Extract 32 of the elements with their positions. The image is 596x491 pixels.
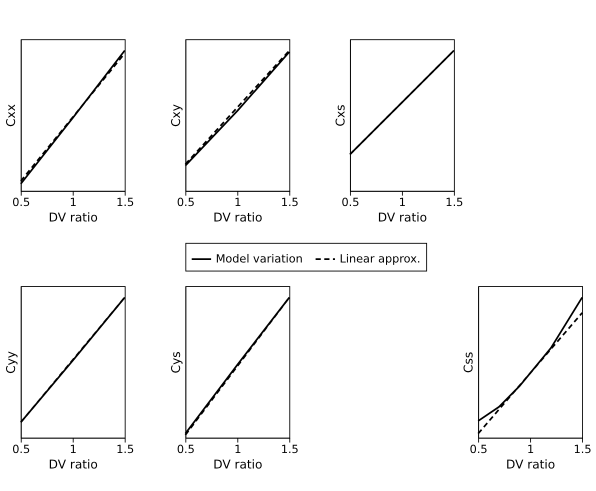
x-tick-label: 1.5 — [116, 442, 134, 456]
x-tick-label: 1 — [70, 196, 77, 210]
x-axis-title: DV ratio — [213, 210, 262, 225]
x-axis-title: DV ratio — [48, 458, 98, 472]
x-tick-label: 1.5 — [280, 196, 299, 210]
x-tick-label: 0.5 — [176, 442, 195, 456]
x-tick-label: 0.5 — [12, 442, 30, 456]
legend-label: Linear approx. — [340, 252, 420, 266]
x-tick-label: 1.5 — [280, 442, 299, 456]
y-axis-title: Cys — [168, 351, 183, 374]
x-tick-label: 1 — [70, 442, 77, 456]
x-tick-label: 0.5 — [12, 196, 30, 210]
x-tick-label: 1.5 — [116, 196, 134, 210]
x-tick-label: 0.5 — [470, 442, 488, 456]
x-axis-title: DV ratio — [213, 458, 262, 472]
x-tick-label: 1 — [234, 442, 242, 456]
y-axis-title: Cxy — [168, 104, 183, 127]
legend-label: Model variation — [216, 252, 303, 266]
x-tick-label: 1.5 — [574, 442, 592, 456]
x-tick-label: 0.5 — [341, 196, 360, 210]
y-axis-title: Cyy — [4, 351, 18, 374]
x-tick-label: 1.5 — [445, 196, 464, 210]
x-tick-label: 0.5 — [176, 196, 195, 210]
y-axis-title: Cxs — [333, 104, 348, 126]
x-tick-label: 1 — [234, 196, 242, 210]
x-axis-title: DV ratio — [48, 210, 98, 225]
y-axis-title: Css — [462, 352, 476, 373]
x-tick-label: 1 — [527, 442, 534, 456]
y-axis-title: Cxx — [4, 104, 18, 127]
x-axis-title: DV ratio — [378, 210, 427, 225]
x-axis-title: DV ratio — [506, 458, 556, 472]
x-tick-label: 1 — [398, 196, 406, 210]
